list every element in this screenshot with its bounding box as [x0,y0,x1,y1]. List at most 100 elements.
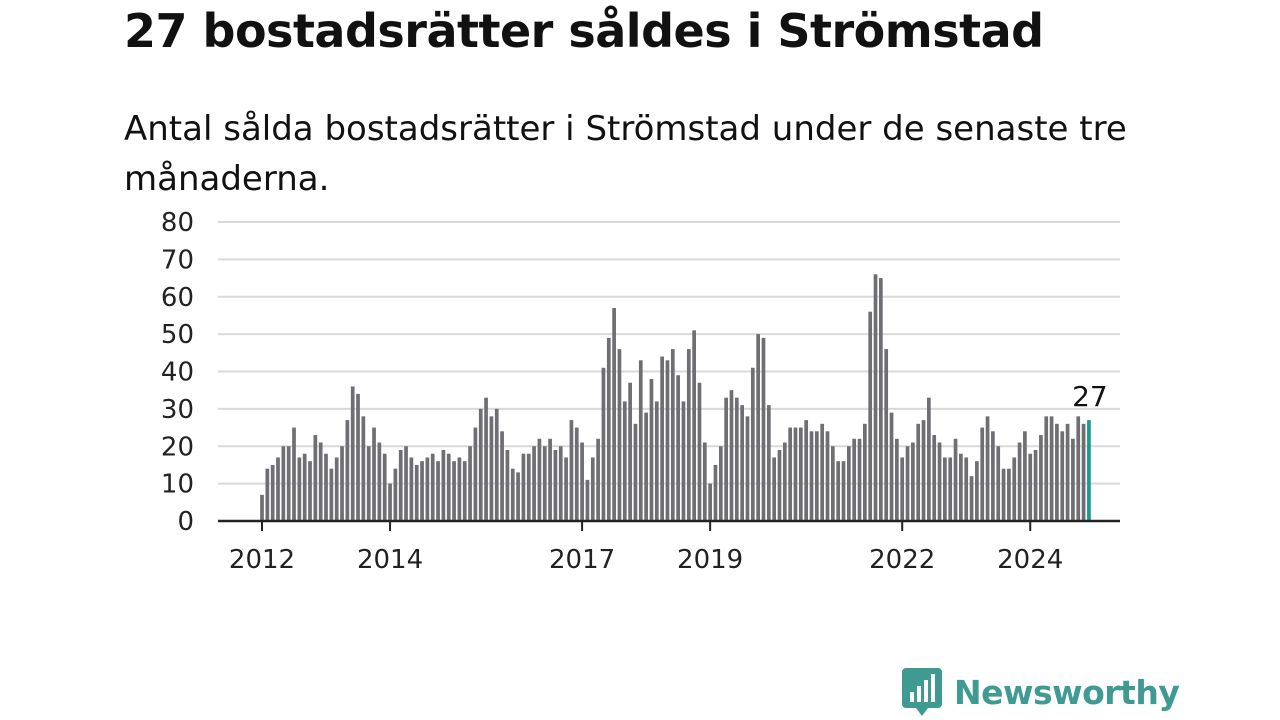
brand-name: Newsworthy [954,672,1180,712]
bar [548,438,552,521]
bar [681,401,686,521]
bar [1012,457,1017,521]
bar [927,397,931,521]
bar [596,438,600,521]
bar [750,367,755,521]
bar [793,427,798,521]
bar [366,446,371,521]
bars [260,274,1091,521]
bar [334,457,339,521]
bar [500,431,504,521]
bar [969,476,974,521]
bar [1049,416,1054,521]
bar [633,423,638,521]
bar [585,479,590,521]
bar [521,453,526,521]
bar [857,438,862,521]
bar [313,435,318,521]
bar [991,431,995,521]
bar [841,461,846,521]
bar [692,330,696,521]
bar [873,274,878,521]
x-tick-label: 2019 [677,545,743,575]
bar [948,457,953,521]
bar [724,397,728,521]
bar [921,420,926,521]
bar [1033,449,1038,521]
bar [702,442,707,521]
bar [740,405,744,521]
bar [953,438,958,521]
bar [446,453,451,521]
bar [985,416,990,521]
bar [745,416,750,521]
bar [809,431,814,521]
bar [324,453,328,521]
bar [660,356,664,521]
bar [628,382,632,521]
bar [388,483,392,521]
bar [297,457,302,521]
bar [772,457,777,521]
brand-logo: Newsworthy [902,668,1180,716]
bar [959,453,963,521]
bar [350,386,355,521]
y-axis-ticks: 0 10 20 30 40 50 60 70 80 [161,208,194,537]
bar [713,464,718,521]
bar [820,423,825,521]
bar [937,442,942,521]
bar [286,446,291,521]
last-value-label: 27 [1072,380,1108,413]
bar [452,461,456,521]
bar [516,472,520,521]
bar [884,349,889,521]
bar [302,453,307,521]
bar-chart-speech-bubble-icon [902,668,942,716]
bar [649,378,654,521]
bar [830,446,835,521]
bar [276,457,280,521]
x-tick-label: 2022 [869,545,935,575]
y-tick-label: 0 [177,507,194,537]
bar [580,442,584,521]
bar [1065,423,1070,521]
bar [612,307,616,521]
x-tick-label: 2017 [549,545,615,575]
bar [964,457,969,521]
bar [564,457,568,521]
bar [932,435,937,521]
bar [1071,438,1075,521]
bar [766,405,771,521]
y-tick-label: 40 [161,358,194,388]
bar [1017,442,1022,521]
bar [340,446,344,521]
bar [895,438,899,521]
bar [356,393,360,521]
bar [708,483,712,521]
bar [377,442,382,521]
page-title: 27 bostadsrätter såldes i Strömstad [124,4,1044,58]
bar [697,382,702,521]
bar [916,423,921,521]
bar [510,468,515,521]
bar [372,427,376,521]
y-tick-label: 60 [161,283,194,313]
bar [1001,468,1006,521]
bar [943,457,947,521]
bar [686,349,691,521]
bar [836,461,841,521]
bar [553,449,558,521]
bar [879,278,883,521]
bar [441,449,446,521]
bar [318,442,323,521]
bar [788,427,793,521]
bar [484,397,488,521]
bar [532,446,536,521]
bar [889,412,894,521]
x-tick-label: 2024 [997,545,1063,575]
bar [473,427,478,521]
bar [425,457,430,521]
bar [329,468,334,521]
bar [718,446,723,521]
bar [292,427,296,521]
